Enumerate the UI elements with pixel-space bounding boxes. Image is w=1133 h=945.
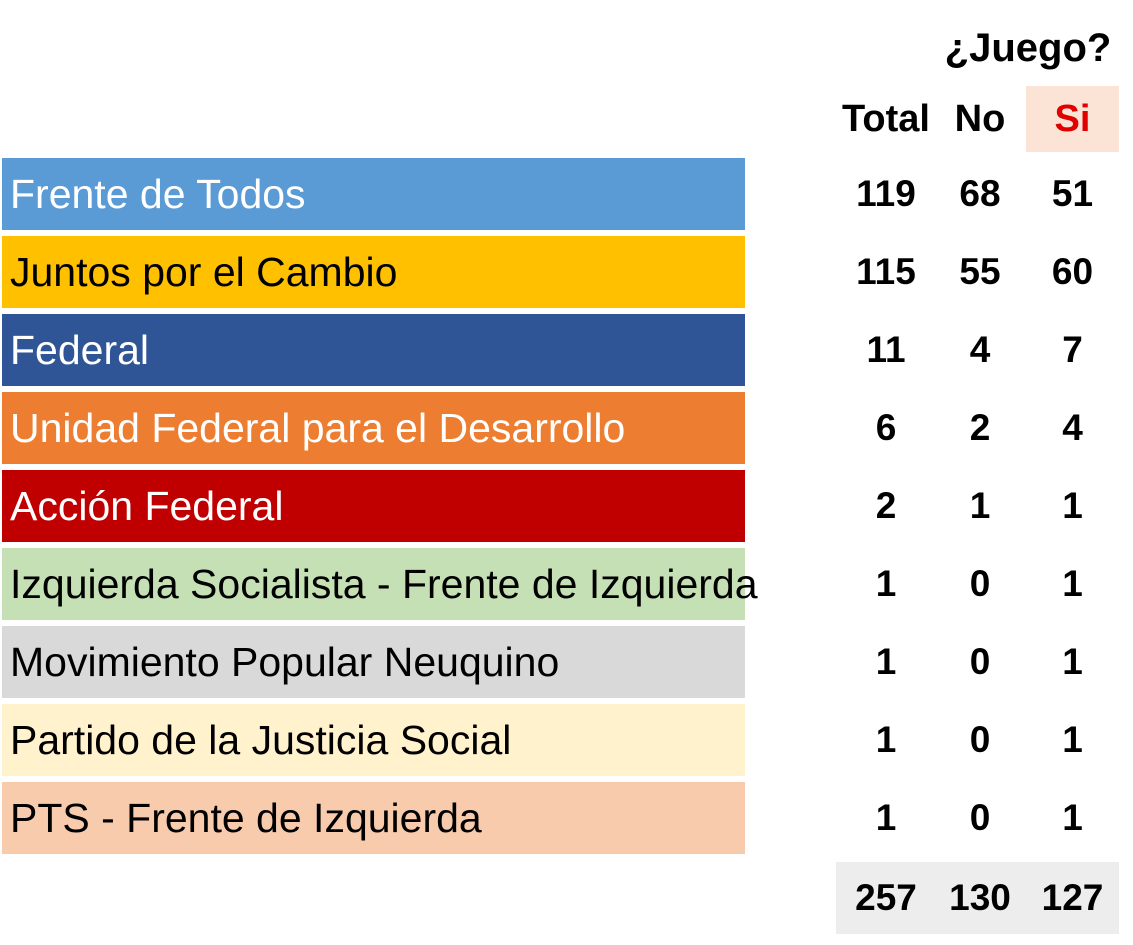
table-row: PTS - Frente de Izquierda 1 0 1 bbox=[0, 782, 1133, 854]
row-total-value: 1 bbox=[875, 797, 897, 838]
table-row: Juntos por el Cambio 115 55 60 bbox=[0, 236, 1133, 308]
table-row: Federal 11 4 7 bbox=[0, 314, 1133, 386]
column-header-si: Si bbox=[1026, 86, 1119, 152]
table-row: Acción Federal 2 1 1 bbox=[0, 470, 1133, 542]
row-no-value: 55 bbox=[959, 251, 1001, 292]
row-si-value: 1 bbox=[1062, 641, 1083, 682]
party-name: Juntos por el Cambio bbox=[2, 236, 745, 308]
party-name: Acción Federal bbox=[2, 470, 745, 542]
row-total-value: 115 bbox=[856, 251, 916, 292]
table-row: Unidad Federal para el Desarrollo 6 2 4 bbox=[0, 392, 1133, 464]
row-total-value: 1 bbox=[875, 719, 897, 760]
table-row: Frente de Todos 119 68 51 bbox=[0, 158, 1133, 230]
row-no-value: 0 bbox=[969, 641, 991, 682]
row-total-value: 1 bbox=[875, 563, 897, 604]
row-si-value: 1 bbox=[1062, 719, 1083, 760]
table-row: Movimiento Popular Neuquino 1 0 1 bbox=[0, 626, 1133, 698]
party-name: Partido de la Justicia Social bbox=[2, 704, 745, 776]
row-no-value: 0 bbox=[969, 719, 991, 760]
row-total-value: 1 bbox=[875, 641, 897, 682]
party-name: Movimiento Popular Neuquino bbox=[2, 626, 745, 698]
row-no-value: 0 bbox=[969, 797, 991, 838]
table-title: ¿Juego? bbox=[944, 25, 1112, 70]
row-no-value: 2 bbox=[969, 407, 991, 448]
row-no-value: 0 bbox=[969, 563, 991, 604]
party-name: Unidad Federal para el Desarrollo bbox=[2, 392, 745, 464]
row-si-value: 51 bbox=[1051, 173, 1094, 214]
row-si-value: 4 bbox=[1062, 407, 1083, 448]
row-si-value: 1 bbox=[1062, 797, 1083, 838]
row-total-value: 119 bbox=[856, 173, 916, 214]
row-si-value: 1 bbox=[1062, 485, 1083, 526]
row-total-value: 11 bbox=[866, 329, 906, 370]
table-row: Izquierda Socialista - Frente de Izquier… bbox=[0, 548, 1133, 620]
row-si-value: 60 bbox=[1051, 251, 1094, 292]
totals-total: 257 bbox=[855, 877, 917, 918]
row-no-value: 68 bbox=[959, 173, 1001, 214]
party-name: Federal bbox=[2, 314, 745, 386]
row-total-value: 6 bbox=[875, 407, 897, 448]
column-header-total: Total bbox=[842, 97, 930, 140]
party-name: PTS - Frente de Izquierda bbox=[2, 782, 745, 854]
row-no-value: 1 bbox=[969, 485, 991, 526]
row-si-value: 7 bbox=[1062, 329, 1083, 370]
party-name: Izquierda Socialista - Frente de Izquier… bbox=[2, 548, 758, 620]
column-header-no: No bbox=[954, 97, 1006, 140]
row-si-value: 1 bbox=[1062, 563, 1083, 604]
totals-no: 130 bbox=[949, 877, 1011, 918]
totals-row: 257 130 127 bbox=[836, 862, 1119, 934]
row-total-value: 2 bbox=[875, 485, 897, 526]
totals-si: 127 bbox=[1041, 877, 1104, 918]
party-name: Frente de Todos bbox=[2, 158, 745, 230]
row-no-value: 4 bbox=[969, 329, 991, 370]
table-row: Partido de la Justicia Social 1 0 1 bbox=[0, 704, 1133, 776]
